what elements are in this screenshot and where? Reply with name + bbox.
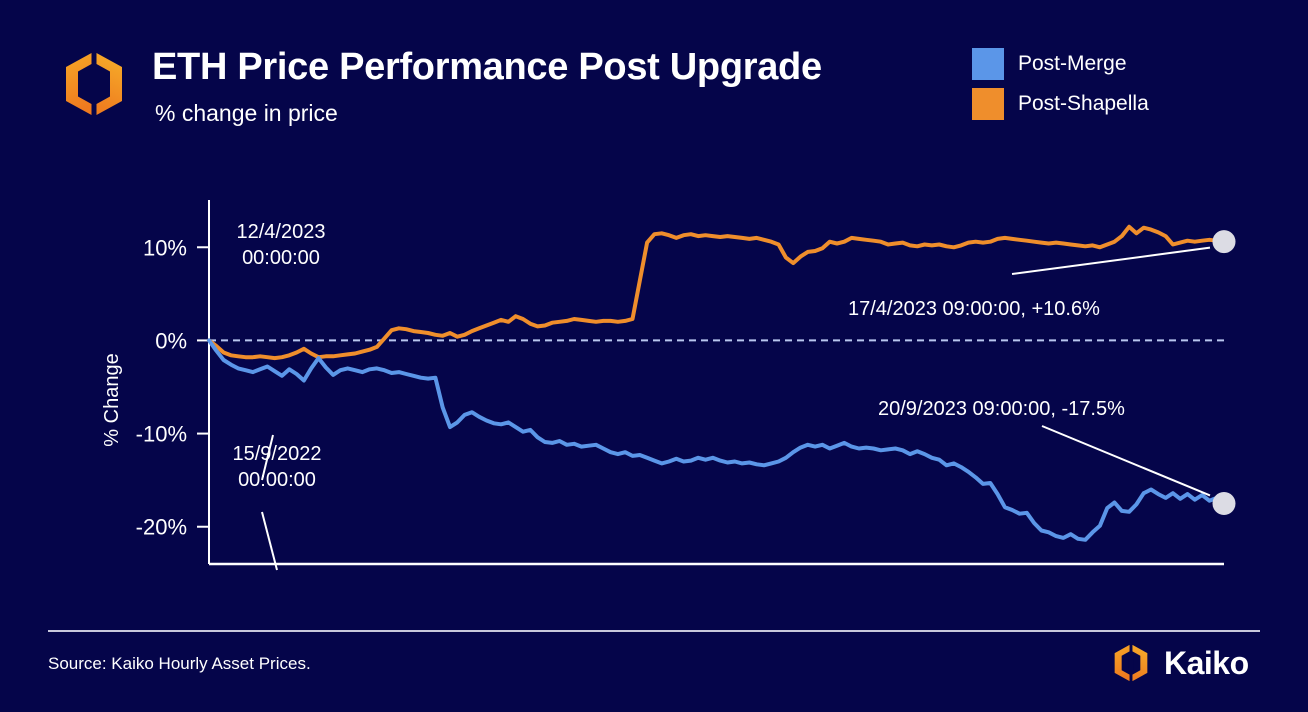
- endpoint-marker-post-shapella: [1212, 230, 1236, 254]
- annotation-post-merge-start-line1: 15/9/2022: [233, 443, 322, 465]
- chart-tick-labels: 10% 0% -10% -20%: [136, 235, 187, 539]
- legend-swatch-post-merge: [972, 48, 1004, 80]
- chart-annotations: 12/4/2023 00:00:00 15/9/2022 00:00:00 17/4/2…: [233, 221, 1126, 491]
- page-subtitle: % change in price: [155, 100, 338, 126]
- chart-canvas: 10% 0% -10% -20% % Change 12/4/2023 00:00:00…: [101, 200, 1236, 571]
- leader-post-merge-end: [1041, 425, 1211, 497]
- series-line-post-shapella: [207, 224, 1226, 361]
- leader-post-shapella-start: [261, 434, 274, 481]
- chart-endpoint-markers: [1212, 230, 1236, 515]
- footer-brand: Kaiko: [1110, 640, 1262, 686]
- legend-swatch-post-shapella: [972, 88, 1004, 120]
- line-chart: 10% 0% -10% -20% % Change 12/4/2023 00:00:00…: [0, 150, 1308, 590]
- kaiko-hexagon-logo-icon: [58, 50, 130, 118]
- chart-series-lines: [207, 224, 1226, 542]
- y-tick-label: -20%: [136, 515, 187, 540]
- chart-y-axis-title: % Change: [101, 353, 123, 446]
- y-tick-label: -10%: [136, 422, 187, 447]
- chart-leader-lines: [261, 246, 1211, 571]
- chart-legend: Post-Merge Post-Shapella: [972, 44, 1149, 124]
- series-line-post-merge: [207, 338, 1226, 542]
- y-tick-label: 10%: [143, 235, 187, 260]
- page-title: ETH Price Performance Post Upgrade: [152, 46, 822, 88]
- leader-post-shapella-end: [1011, 246, 1211, 275]
- footer-divider: [48, 630, 1260, 632]
- annotation-post-merge-end: 20/9/2023 09:00:00, -17.5%: [878, 398, 1125, 420]
- y-tick-label: 0%: [155, 328, 187, 353]
- endpoint-marker-post-merge: [1212, 491, 1236, 515]
- legend-label-post-shapella: Post-Shapella: [1018, 92, 1149, 115]
- y-axis-title: % Change: [101, 353, 123, 446]
- annotation-post-merge-start-line2: 00:00:00: [238, 469, 316, 491]
- kaiko-hexagon-logo-icon-footer: [1110, 643, 1152, 683]
- annotation-post-shapella-start-line2: 00:00:00: [242, 247, 320, 269]
- chart-axes: [197, 200, 1224, 566]
- annotation-post-shapella-end: 17/4/2023 09:00:00, +10.6%: [848, 298, 1100, 320]
- legend-item-post-merge[interactable]: Post-Merge: [972, 44, 1149, 84]
- annotation-post-shapella-start-line1: 12/4/2023: [237, 221, 326, 243]
- leader-post-merge-start: [261, 511, 278, 571]
- legend-label-post-merge: Post-Merge: [1018, 52, 1127, 75]
- header: ETH Price Performance Post Upgrade % cha…: [0, 0, 1308, 150]
- source-note: Source: Kaiko Hourly Asset Prices.: [48, 654, 311, 673]
- footer-brand-name: Kaiko: [1164, 644, 1249, 681]
- legend-item-post-shapella[interactable]: Post-Shapella: [972, 84, 1149, 124]
